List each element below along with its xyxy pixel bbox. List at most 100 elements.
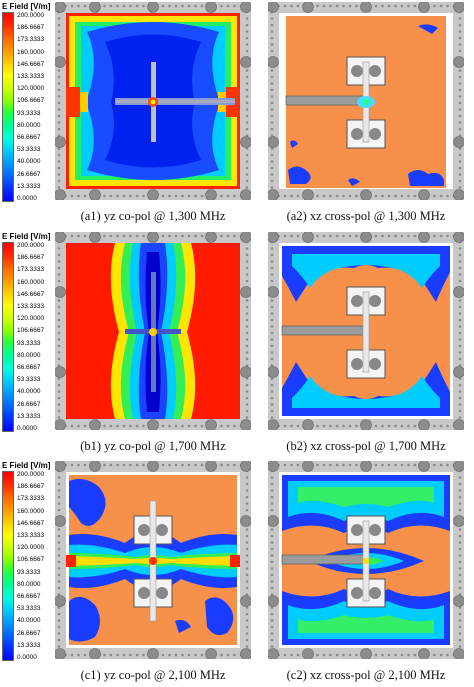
- mounting-bolt: [268, 595, 279, 607]
- legend-tick-label: 120.0000: [17, 315, 45, 323]
- mounting-bolt: [418, 461, 430, 472]
- mounting-bolt: [89, 648, 101, 659]
- mounting-bolt: [240, 56, 251, 68]
- legend-tick-label: 53.3333: [17, 376, 41, 384]
- mounting-bolt: [453, 595, 464, 607]
- legend-tick-label: 106.6667: [17, 556, 45, 564]
- legend-tick-label: 93.3333: [17, 109, 41, 117]
- mounting-bolt: [302, 461, 314, 472]
- legend-tick-label: 200.0000: [17, 242, 45, 249]
- mounting-bolt: [240, 648, 251, 659]
- mounting-bolt: [240, 366, 251, 378]
- legend-tick-label: 0.0000: [17, 425, 37, 432]
- legend-tick-label: 146.6667: [17, 60, 45, 68]
- legend-tick-label: 200.0000: [17, 12, 45, 19]
- legend-tick-label: 173.3333: [17, 266, 45, 274]
- legend-tick-label: 133.3333: [17, 73, 45, 80]
- legend-tick-label: 40.0000: [17, 158, 41, 166]
- legend-tick-label: 173.3333: [17, 36, 45, 44]
- mounting-bolt: [89, 2, 101, 13]
- mounting-bolt: [453, 2, 464, 13]
- legend-tick-label: 13.3333: [17, 412, 41, 420]
- mounting-bolt: [268, 515, 279, 527]
- mounting-bolt: [268, 366, 279, 378]
- mounting-bolt: [453, 366, 464, 378]
- legend-colorbar: [2, 242, 14, 432]
- mounting-bolt: [55, 461, 66, 472]
- caption-c1: (c1) yz co-pol @ 2,100 MHz: [80, 668, 226, 682]
- mounting-bolt: [205, 232, 217, 243]
- mounting-bolt: [360, 461, 372, 472]
- mounting-bolt: [205, 461, 217, 472]
- panel-c2-xz-cross-pol-2100: [268, 461, 464, 659]
- mounting-bolt: [268, 461, 279, 472]
- legend-tick-label: 160.0000: [17, 48, 45, 56]
- panel-c1-yz-co-pol-2100: [55, 461, 251, 659]
- mounting-bolt: [55, 419, 66, 430]
- legend-tick-label: 120.0000: [17, 85, 45, 93]
- legend-tick-label: 13.3333: [17, 182, 41, 190]
- mounting-bolt: [453, 461, 464, 472]
- mounting-bolt: [55, 648, 66, 659]
- mounting-bolt: [268, 232, 279, 243]
- legend-colorbar: [2, 12, 14, 202]
- mounting-bolt: [453, 136, 464, 148]
- legend-tick-label: 93.3333: [17, 568, 41, 576]
- mounting-bolt: [268, 136, 279, 148]
- legend-row-a: E Field [V/m] 200.0000 186.6667 173.3333 16…: [2, 2, 56, 202]
- mounting-bolt: [268, 286, 279, 298]
- mounting-bolt: [302, 419, 314, 430]
- mounting-bolt: [147, 189, 159, 200]
- mounting-bolt: [55, 2, 66, 13]
- mounting-bolt: [55, 515, 66, 527]
- panel-a1-yz-co-pol-1300: [55, 2, 251, 200]
- legend-title: E Field [V/m]: [2, 461, 51, 470]
- mounting-bolt: [89, 189, 101, 200]
- mounting-bolt: [453, 419, 464, 430]
- mounting-bolt: [205, 648, 217, 659]
- legend-tick-label: 106.6667: [17, 97, 45, 105]
- legend-tick-label: 160.0000: [17, 278, 45, 286]
- legend-tick-label: 186.6667: [17, 254, 45, 262]
- mounting-bolt: [360, 189, 372, 200]
- legend-tick-label: 26.6667: [17, 170, 41, 178]
- mounting-bolt: [302, 2, 314, 13]
- mounting-bolt: [453, 648, 464, 659]
- mounting-bolt: [240, 232, 251, 243]
- mounting-bolt: [55, 366, 66, 378]
- legend-row-b: E Field [V/m] 200.0000 186.6667 173.3333 16…: [2, 232, 56, 432]
- mounting-bolt: [240, 461, 251, 472]
- caption-b1: (b1) yz co-pol @ 1,700 MHz: [80, 439, 226, 453]
- mounting-bolt: [240, 2, 251, 13]
- mounting-bolt: [418, 189, 430, 200]
- mounting-bolt: [240, 595, 251, 607]
- mounting-bolt: [302, 189, 314, 200]
- legend-tick-label: 120.0000: [17, 544, 45, 552]
- mounting-bolt: [360, 419, 372, 430]
- legend-tick-label: 66.6667: [17, 134, 41, 141]
- mounting-bolt: [268, 648, 279, 659]
- mounting-bolt: [240, 136, 251, 148]
- legend-tick-label: 40.0000: [17, 388, 41, 396]
- caption-a2: (a2) xz cross-pol @ 1,300 MHz: [286, 209, 446, 223]
- mounting-bolt: [268, 2, 279, 13]
- mounting-bolt: [418, 419, 430, 430]
- mounting-bolt: [453, 56, 464, 68]
- caption-a1: (a1) yz co-pol @ 1,300 MHz: [80, 209, 226, 223]
- mounting-bolt: [205, 2, 217, 13]
- legend-tick-label: 0.0000: [17, 654, 37, 661]
- mounting-bolt: [147, 419, 159, 430]
- mounting-bolt: [360, 2, 372, 13]
- mounting-bolt: [89, 419, 101, 430]
- mounting-bolt: [302, 648, 314, 659]
- mounting-bolt: [205, 419, 217, 430]
- legend-row-c: E Field [V/m] 200.0000 186.6667 173.3333 16…: [2, 461, 56, 661]
- mounting-bolt: [55, 286, 66, 298]
- legend-tick-label: 146.6667: [17, 519, 45, 527]
- legend-tick-label: 133.3333: [17, 303, 45, 310]
- mounting-bolt: [205, 189, 217, 200]
- mounting-bolt: [453, 232, 464, 243]
- mounting-bolt: [55, 189, 66, 200]
- legend-tick-label: 106.6667: [17, 327, 45, 335]
- mounting-bolt: [453, 189, 464, 200]
